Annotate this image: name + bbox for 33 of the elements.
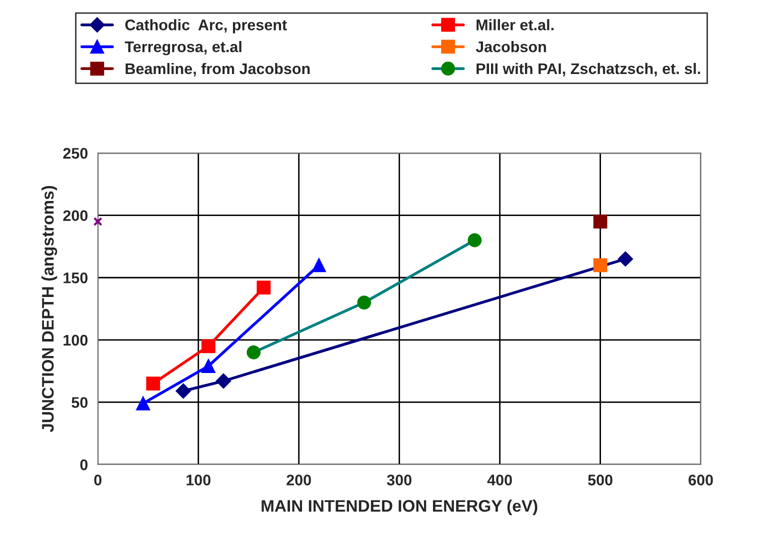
x-axis-title: MAIN INTENDED ION ENERGY (eV) <box>262 500 538 516</box>
x-tick-label: 300 <box>386 474 412 486</box>
point <box>312 258 326 272</box>
y-axis-title: JUNCTION DEPTH (angstroms) <box>42 186 58 432</box>
point <box>216 373 232 389</box>
point <box>93 217 102 226</box>
x-tick-label: 600 <box>688 474 713 486</box>
legend-label: Jacobson <box>476 41 546 52</box>
x-tick-label: 0 <box>94 474 102 486</box>
y-tick-label: 100 <box>64 334 88 346</box>
point <box>593 258 608 272</box>
y-tick-label: 150 <box>64 272 88 284</box>
y-tick-label: 200 <box>63 210 88 222</box>
point <box>201 359 216 374</box>
point <box>136 396 150 410</box>
y-tick-label: 0 <box>80 459 88 470</box>
point <box>593 214 608 229</box>
y-tick-label: 50 <box>72 397 88 408</box>
x-tick-label: 100 <box>186 474 210 486</box>
legend-label: Terregrosa, et.al <box>124 41 242 56</box>
x-tick-label: 500 <box>588 474 612 486</box>
x-tick-label: 200 <box>286 474 311 486</box>
y-tick-label: 250 <box>63 148 88 159</box>
point <box>201 339 216 354</box>
point <box>146 376 160 390</box>
legend-label: Beamline, from Jacobson <box>126 62 310 76</box>
legend-label: Miller et.al. <box>476 19 554 30</box>
point <box>176 383 191 399</box>
legend-label: PIII with PAI, Zschatzsch, et. sl. <box>476 62 700 76</box>
x-tick-label: 400 <box>487 474 512 486</box>
point <box>256 280 271 295</box>
point <box>618 251 633 267</box>
legend-label: Cathodic Arc, present <box>125 19 287 34</box>
